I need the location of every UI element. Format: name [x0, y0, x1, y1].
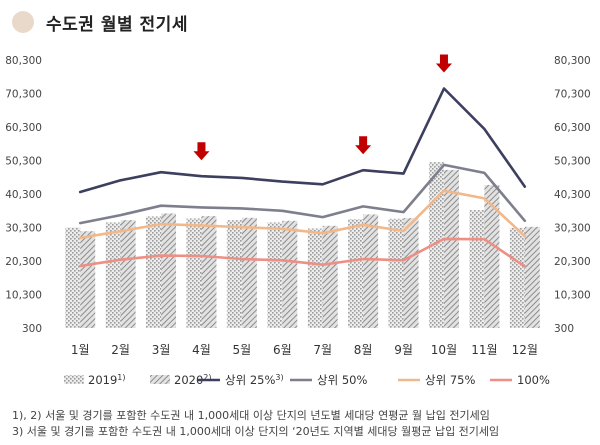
- down-arrow-icon: [193, 142, 210, 161]
- x-tick-label: 10월: [431, 343, 457, 357]
- x-tick-label: 9월: [394, 343, 413, 357]
- down-arrow-icon: [435, 54, 452, 73]
- bar-2020: [363, 214, 379, 328]
- lines-layer: [78, 87, 527, 268]
- bar-2019: [388, 218, 404, 328]
- bar-2020: [282, 220, 298, 328]
- bar-2019: [267, 222, 283, 328]
- x-tick-label: 8월: [354, 343, 373, 357]
- y-tick-label-left: 60,300: [5, 122, 42, 134]
- legend-swatch-2020: [150, 375, 170, 384]
- bar-2020: [524, 226, 540, 328]
- legend-footnote-ref: 1): [117, 373, 125, 382]
- x-tick-label: 3월: [152, 343, 171, 357]
- y-tick-label-left: 70,300: [5, 89, 42, 101]
- bar-2020: [241, 217, 257, 328]
- legend-footnote-ref: 2): [203, 373, 211, 382]
- x-tick-label: 1월: [71, 343, 90, 357]
- x-tick-label: 5월: [233, 343, 252, 357]
- axes-layer: 300 300 10,300 10,300 20,300 20,300 30,300 30,3…: [5, 55, 591, 357]
- y-tick-label-right: 40,300: [554, 189, 591, 201]
- y-tick-label-right: 80,300: [554, 55, 591, 67]
- bars-layer: [65, 162, 540, 328]
- x-tick-label: 2월: [111, 343, 130, 357]
- legend-label: 상위 50%: [317, 373, 367, 387]
- x-tick-label: 7월: [313, 343, 332, 357]
- bar-2019: [65, 227, 81, 328]
- down-arrow-icon: [355, 136, 372, 155]
- bar-2019: [307, 228, 323, 328]
- y-tick-label-left: 300: [22, 323, 42, 335]
- y-tick-label-right: 10,300: [554, 290, 591, 302]
- y-tick-label-right: 300: [554, 323, 574, 335]
- series-line-1: [78, 87, 527, 194]
- bar-2019: [186, 218, 202, 328]
- bar-2020: [322, 225, 338, 328]
- y-tick-label-right: 70,300: [554, 89, 591, 101]
- bar-2020: [201, 216, 217, 328]
- footnote-2: 3) 서울 및 경기를 포함한 수도권 내 1,000세대 이상 단지의 ‘20…: [12, 425, 500, 438]
- series-line-3: [78, 189, 527, 240]
- y-tick-label-left: 30,300: [5, 223, 42, 235]
- bar-2020: [80, 231, 96, 328]
- bar-2020: [161, 213, 177, 328]
- series-line-4: [78, 237, 527, 268]
- bar-2020: [443, 169, 459, 328]
- y-tick-label-left: 20,300: [5, 256, 42, 268]
- legend-label: 상위 75%: [425, 373, 475, 387]
- legend-label: 20202): [174, 373, 212, 387]
- x-tick-label: 4월: [192, 343, 211, 357]
- bar-2019: [226, 220, 242, 328]
- bar-2020: [403, 218, 419, 328]
- legend-label: 100%: [517, 373, 550, 387]
- y-tick-label-right: 60,300: [554, 122, 591, 134]
- x-tick-label: 12월: [512, 343, 538, 357]
- bar-2019: [509, 227, 525, 328]
- y-tick-label-left: 40,300: [5, 189, 42, 201]
- y-tick-label-right: 20,300: [554, 256, 591, 268]
- title-bullet-icon: [12, 11, 34, 33]
- chart-svg: 300 300 10,300 10,300 20,300 20,300 30,300 30,3…: [5, 54, 591, 387]
- title-row: 수도권 월별 전기세: [12, 8, 188, 36]
- bar-2019: [469, 210, 485, 328]
- legend-label: 상위 25%3): [225, 373, 284, 387]
- legend-footnote-ref: 3): [275, 373, 283, 382]
- bar-2020: [484, 184, 500, 328]
- bar-2019: [146, 216, 162, 328]
- y-tick-label-right: 50,300: [554, 156, 591, 168]
- x-tick-label: 11월: [471, 343, 497, 357]
- legend: 20191) 20202) 상위 25%3) 상위 50% 상위 75% 100%: [64, 373, 550, 387]
- bar-2019: [105, 222, 121, 328]
- series-line-2: [78, 163, 527, 225]
- bar-2019: [348, 219, 364, 328]
- footnote-1: 1), 2) 서울 및 경기를 포함한 수도권 내 1,000세대 이상 단지의…: [12, 409, 490, 422]
- y-tick-label-right: 30,300: [554, 223, 591, 235]
- markers-layer: [193, 54, 452, 161]
- y-tick-label-left: 80,300: [5, 55, 42, 67]
- y-tick-label-left: 50,300: [5, 156, 42, 168]
- bar-2020: [120, 220, 136, 328]
- chart-title: 수도권 월별 전기세: [46, 14, 188, 35]
- x-tick-label: 6월: [273, 343, 292, 357]
- legend-swatch-2019: [64, 375, 84, 384]
- legend-label: 20191): [88, 373, 126, 387]
- y-tick-label-left: 10,300: [5, 290, 42, 302]
